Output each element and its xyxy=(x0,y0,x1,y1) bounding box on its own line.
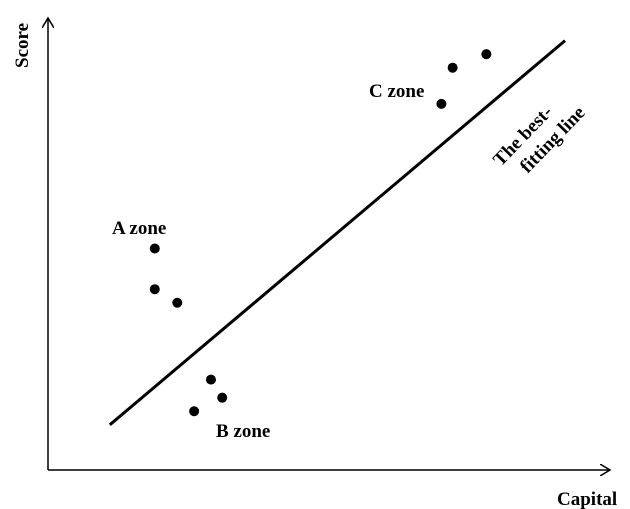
zone-c-label: C zone xyxy=(369,81,424,102)
data-points xyxy=(149,49,492,417)
y-axis-label: Score xyxy=(12,23,33,68)
best-fit-line xyxy=(108,39,567,426)
zone-a-label: A zone xyxy=(112,218,166,239)
data-point-zone-c-2 xyxy=(447,62,458,73)
data-point-zone-a-3 xyxy=(172,297,183,308)
data-point-zone-a-2 xyxy=(149,284,160,295)
data-point-zone-c-3 xyxy=(481,49,492,60)
data-point-zone-b-3 xyxy=(217,392,228,403)
fit-line-label: The best- fitting line xyxy=(489,102,589,178)
x-axis-label: Capital xyxy=(557,489,617,509)
data-point-zone-a-1 xyxy=(149,243,160,254)
data-point-zone-b-1 xyxy=(205,374,216,385)
data-point-zone-b-2 xyxy=(189,406,200,417)
data-point-zone-c-1 xyxy=(436,98,447,109)
zone-b-label: B zone xyxy=(216,421,270,442)
